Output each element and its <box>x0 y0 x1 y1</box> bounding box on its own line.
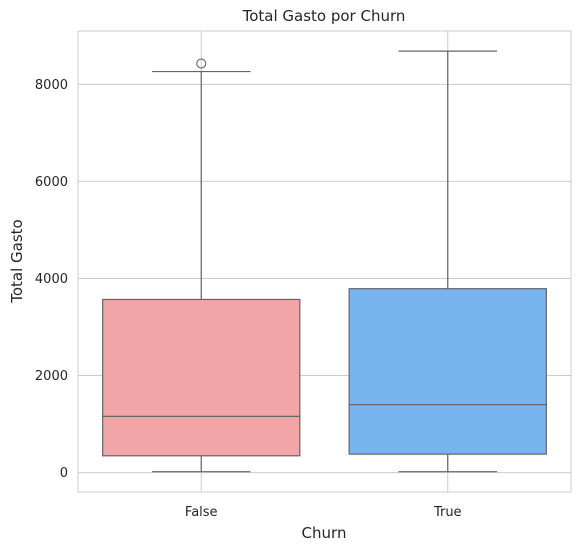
y-tick-label: 8000 <box>35 78 68 93</box>
x-tick-label: True <box>433 505 462 520</box>
box-true <box>348 50 547 473</box>
box-false <box>102 58 301 473</box>
x-axis-label: Churn <box>302 524 347 542</box>
boxes <box>102 50 547 473</box>
box-body <box>348 288 547 455</box>
x-axis-ticks: False True <box>185 505 462 520</box>
y-axis-label: Total Gasto <box>8 219 26 304</box>
y-tick-label: 4000 <box>35 272 68 287</box>
y-tick-label: 2000 <box>35 369 68 384</box>
outlier-point <box>196 58 207 69</box>
y-axis-ticks: 0 2000 4000 6000 8000 <box>35 78 68 481</box>
y-tick-label: 6000 <box>35 175 68 190</box>
box-body <box>102 298 301 457</box>
chart-title: Total Gasto por Churn <box>242 7 406 25</box>
y-tick-label: 0 <box>60 466 68 481</box>
x-tick-label: False <box>185 505 218 520</box>
